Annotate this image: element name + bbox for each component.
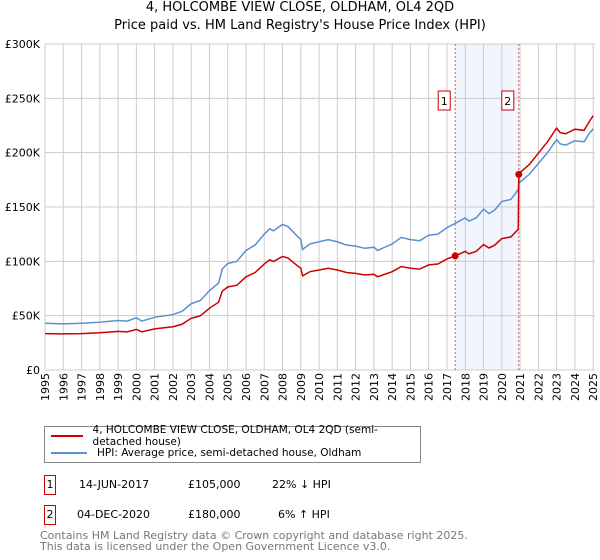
x-tick-label: 2012 [350, 373, 363, 401]
sale-row: 1 14-JUN-2017 £105,000 22% ↓ HPI [44, 475, 444, 495]
x-tick-label: 2018 [459, 373, 472, 401]
chart-title: 4, HOLCOMBE VIEW CLOSE, OLDHAM, OL4 2QD [145, 0, 455, 15]
sale-hpi-diff: 6% ↑ HPI [278, 508, 330, 521]
x-tick-label: 1999 [112, 373, 125, 401]
x-tick-label: 2008 [277, 373, 290, 401]
y-tick-label: £100K [5, 255, 41, 268]
y-tick-label: £50K [12, 310, 41, 323]
footer-line: This data is licensed under the Open Gov… [40, 540, 391, 553]
y-tick-label: £300K [5, 38, 41, 51]
sale-label: 2 [504, 95, 511, 108]
x-tick-label: 2015 [404, 373, 417, 401]
legend-item-property: 4, HOLCOMBE VIEW CLOSE, OLDHAM, OL4 2QD … [51, 424, 420, 448]
x-tick-label: 2017 [441, 373, 454, 401]
sale-label-box [437, 90, 451, 111]
x-tick-label: 2022 [532, 373, 545, 401]
x-tick-label: 2023 [551, 373, 564, 401]
x-tick-label: 2002 [167, 373, 180, 401]
x-tick-label: 2025 [587, 373, 600, 401]
x-tick-label: 1995 [39, 373, 52, 401]
legend-item-hpi: HPI: Average price, semi-detached house,… [51, 445, 361, 461]
sale-badge: 2 [44, 505, 56, 525]
sale-point [515, 170, 523, 178]
sale-badge: 1 [44, 475, 56, 495]
y-tick-label: £0 [26, 364, 40, 377]
x-tick-label: 2014 [386, 373, 399, 401]
legend-swatch-red [51, 435, 83, 437]
sale-label: 1 [441, 95, 448, 108]
x-tick-label: 2016 [423, 373, 436, 401]
x-tick-label: 1998 [94, 373, 107, 401]
x-tick-label: 2011 [331, 373, 344, 401]
sale-date: 14-JUN-2017 [79, 478, 150, 491]
price-chart: 1995 1996 1997 1998 1999 2000 2001 2002 2003 2004… [5, 38, 600, 401]
legend: 4, HOLCOMBE VIEW CLOSE, OLDHAM, OL4 2QD … [44, 424, 421, 463]
x-tick-label: 2019 [478, 373, 491, 401]
x-tick-label: 2007 [258, 373, 271, 401]
sale-price: £105,000 [188, 478, 241, 491]
x-tick-label: 2020 [496, 373, 509, 401]
x-tick-label: 1997 [76, 373, 89, 401]
x-tick-label: 2009 [295, 373, 308, 401]
sale-price: £180,000 [188, 508, 241, 521]
x-tick-label: 2021 [514, 373, 527, 401]
y-tick-label: £250K [5, 92, 41, 105]
x-tick-label: 2000 [130, 373, 143, 401]
sale-date: 04-DEC-2020 [77, 508, 151, 521]
sale-row: 2 04-DEC-2020 £180,000 6% ↑ HPI [44, 505, 444, 525]
sale-label-box [501, 90, 515, 111]
x-tick-label: 2006 [240, 373, 253, 401]
x-tick-label: 2010 [313, 373, 326, 401]
y-tick-label: £200K [5, 147, 41, 160]
x-tick-label: 1996 [57, 373, 70, 401]
sale-point [451, 252, 459, 260]
x-tick-label: 2024 [569, 373, 582, 401]
x-tick-label: 2004 [203, 373, 216, 401]
legend-label: 4, HOLCOMBE VIEW CLOSE, OLDHAM, OL4 2QD … [92, 424, 378, 448]
x-tick-label: 2005 [222, 373, 235, 401]
x-tick-label: 2001 [149, 373, 162, 401]
legend-swatch-blue [51, 452, 87, 454]
x-tick-label: 2013 [368, 373, 381, 401]
x-tick-label: 2003 [185, 373, 198, 401]
footer: Contains HM Land Registry data © Crown c… [40, 530, 468, 552]
sale-hpi-diff: 22% ↓ HPI [272, 478, 331, 491]
legend-label: HPI: Average price, semi-detached house,… [97, 447, 362, 459]
footer-line: Contains HM Land Registry data © Crown c… [40, 529, 468, 542]
chart-subtitle: Price paid vs. HM Land Registry's House … [114, 18, 486, 33]
y-tick-label: £150K [5, 201, 41, 214]
